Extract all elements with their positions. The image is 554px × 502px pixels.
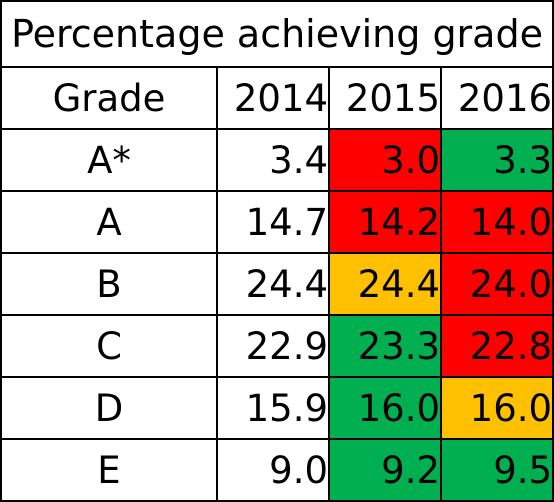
grade-label: C — [0, 314, 218, 378]
value-cell-2016: 3.3 — [439, 128, 554, 192]
value-cell-2015: 23.3 — [328, 314, 442, 378]
table-header-row: Grade 2014 2015 2016 — [0, 66, 554, 130]
grade-label: B — [0, 252, 218, 316]
table-row-d: D 15.9 16.0 16.0 — [0, 376, 554, 440]
year-header-2014: 2014 — [216, 66, 330, 130]
table-title: Percentage achieving grade — [0, 0, 554, 68]
table-row-c: C 22.9 23.3 22.8 — [0, 314, 554, 378]
value-cell-2015: 14.2 — [328, 190, 442, 254]
grade-label: D — [0, 376, 218, 440]
table-title-row: Percentage achieving grade — [0, 0, 554, 68]
value-cell-2016: 9.5 — [439, 438, 554, 502]
grade-label: A* — [0, 128, 218, 192]
value-cell-2014: 15.9 — [216, 376, 330, 440]
value-cell-2015: 24.4 — [328, 252, 442, 316]
value-cell-2015: 16.0 — [328, 376, 442, 440]
grade-label: A — [0, 190, 218, 254]
grade-label: E — [0, 438, 218, 502]
value-cell-2015: 3.0 — [328, 128, 442, 192]
value-cell-2016: 24.0 — [439, 252, 554, 316]
value-cell-2016: 16.0 — [439, 376, 554, 440]
value-cell-2014: 9.0 — [216, 438, 330, 502]
value-cell-2014: 14.7 — [216, 190, 330, 254]
grade-column-header: Grade — [0, 66, 218, 130]
value-cell-2014: 24.4 — [216, 252, 330, 316]
table-row-a-star: A* 3.4 3.0 3.3 — [0, 128, 554, 192]
year-header-2015: 2015 — [328, 66, 442, 130]
table-row-a: A 14.7 14.2 14.0 — [0, 190, 554, 254]
table-row-e: E 9.0 9.2 9.5 — [0, 438, 554, 502]
value-cell-2016: 22.8 — [439, 314, 554, 378]
value-cell-2015: 9.2 — [328, 438, 442, 502]
year-header-2016: 2016 — [439, 66, 554, 130]
value-cell-2014: 22.9 — [216, 314, 330, 378]
value-cell-2016: 14.0 — [439, 190, 554, 254]
value-cell-2014: 3.4 — [216, 128, 330, 192]
table-row-b: B 24.4 24.4 24.0 — [0, 252, 554, 316]
